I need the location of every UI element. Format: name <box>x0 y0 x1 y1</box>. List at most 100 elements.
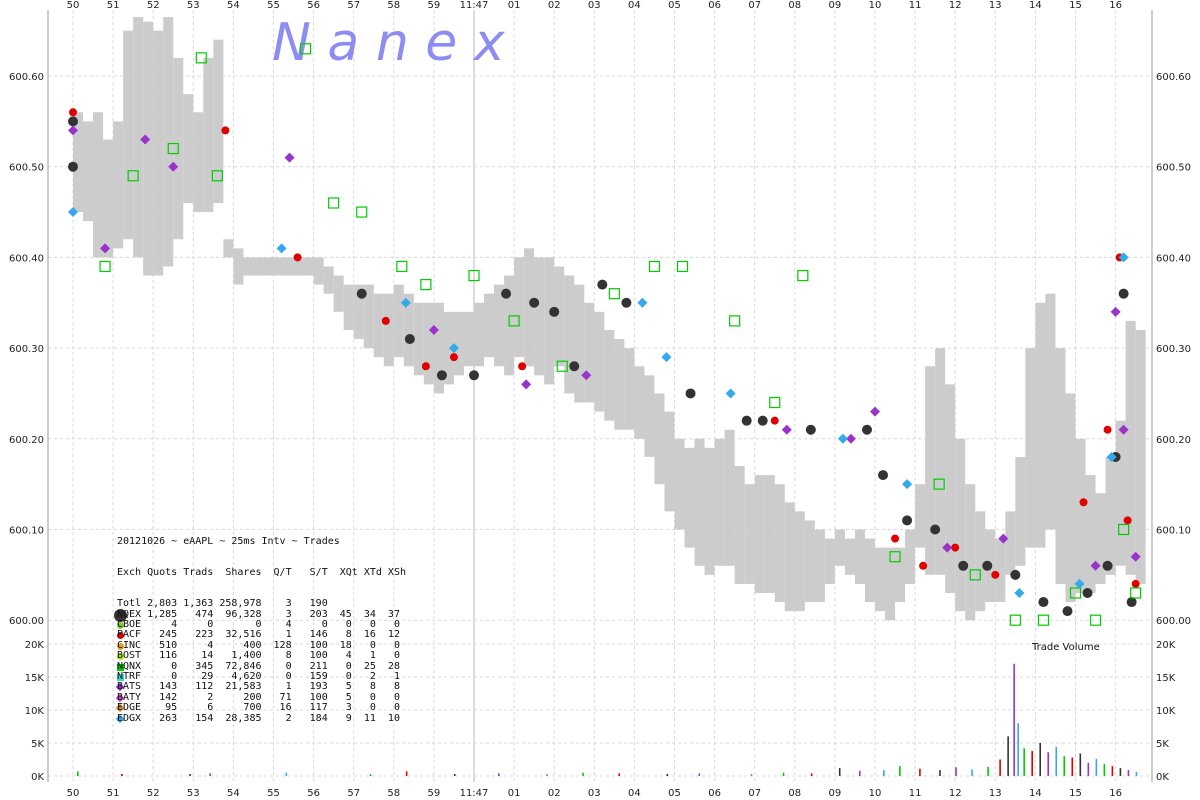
nbbo-band-segment <box>283 257 294 276</box>
volume-bar <box>498 773 500 776</box>
edgx-trade-marker <box>448 343 459 354</box>
x-tick-label-bottom: 11:47 <box>460 788 489 799</box>
nqnx-trade-marker <box>328 197 340 209</box>
volume-bar <box>698 773 701 776</box>
nqnx-trade-marker <box>167 142 179 155</box>
nbbo-band-segment <box>193 112 204 213</box>
volume-bar <box>1039 743 1042 776</box>
x-tick-label-bottom: 57 <box>347 788 360 799</box>
x-tick-label-bottom: 14 <box>1029 788 1042 799</box>
legend-swatch <box>117 663 124 671</box>
legend-row-text: BATY 142 2 200 71 100 5 0 0 <box>117 691 400 703</box>
bats-trade-marker <box>942 542 953 553</box>
legend-row: BOST 116 14 1,400 8 100 4 1 0 <box>117 650 400 661</box>
x-tick-label-bottom: 13 <box>989 788 1002 799</box>
x-tick-label-bottom: 59 <box>428 788 441 799</box>
nbbo-band-segment <box>383 293 394 367</box>
nbbo-band-segment <box>664 411 675 512</box>
bats-trade-marker <box>1118 424 1129 435</box>
nbbo-band-segment <box>955 438 966 612</box>
x-tick-label-top: 06 <box>708 0 721 11</box>
legend-row-text: BATS 143 112 21,583 1 193 5 8 8 <box>117 681 400 693</box>
pacf-trade-marker <box>1079 498 1088 507</box>
nbbo-band-segment <box>684 447 695 548</box>
nqex-trade-marker <box>1102 560 1113 571</box>
x-tick-label-top: 56 <box>307 0 320 11</box>
nqex-trade-marker <box>861 424 872 435</box>
nbbo-band-segment <box>183 94 194 203</box>
edgx-trade-marker <box>725 388 736 399</box>
nbbo-band-segment <box>1035 302 1046 548</box>
nbbo-band-segment <box>945 384 956 593</box>
legend-row: BATS 143 112 21,583 1 193 5 8 8 <box>115 681 400 692</box>
pacf-trade-marker <box>891 534 900 543</box>
nbbo-band-segment <box>213 39 224 203</box>
x-tick-label-bottom: 58 <box>387 788 400 799</box>
trade-volume-title: Trade Volume <box>1032 642 1100 653</box>
nbbo-band-segment <box>223 239 234 258</box>
volume-bar <box>1127 770 1130 776</box>
edgx-trade-marker <box>1106 451 1117 462</box>
nqex-trade-marker <box>1126 597 1137 608</box>
nqex-trade-marker <box>878 470 889 481</box>
volume-bar <box>1135 772 1138 776</box>
volume-bar <box>750 774 753 776</box>
nbbo-band-segment <box>905 529 916 584</box>
nqex-trade-marker <box>1062 606 1073 617</box>
legend-row-text: BOST 116 14 1,400 8 100 4 1 0 <box>117 650 400 662</box>
y-tick-label-right: 600.20 <box>1156 435 1191 446</box>
legend-swatch <box>117 653 124 661</box>
nqnx-trade-marker <box>676 260 689 273</box>
pacf-trade-marker <box>69 108 77 117</box>
volume-bar <box>987 766 989 776</box>
y-tick-label-right: 600.50 <box>1156 163 1191 174</box>
nbbo-band-segment <box>433 302 444 394</box>
volume-bar <box>189 774 191 776</box>
x-tick-label-top: 50 <box>67 0 80 11</box>
nbbo-band-segment <box>754 475 765 593</box>
x-tick-label-bottom: 06 <box>708 788 721 799</box>
bats-trade-marker <box>68 125 78 136</box>
bats-trade-marker <box>1130 551 1141 562</box>
x-tick-label-bottom: 09 <box>829 788 842 799</box>
nbbo-band-segment <box>1055 348 1066 584</box>
nbbo-band-segment <box>885 547 896 621</box>
nqex-trade-marker <box>621 297 632 308</box>
x-tick-label-top: 57 <box>347 0 360 11</box>
volume-bar <box>1013 663 1015 776</box>
bats-trade-marker <box>870 406 880 417</box>
nbbo-band-segment <box>844 538 855 575</box>
nqex-trade-marker <box>68 161 78 172</box>
nqex-trade-marker <box>1118 288 1129 299</box>
volume-tick-label-right: 20K <box>1156 640 1176 651</box>
nbbo-band-segment <box>1085 475 1096 593</box>
nbbo-band-segment <box>704 447 715 575</box>
legend-title: 20121026 ~ eAAPL ~ 25ms Intv ~ Trades <box>117 535 340 547</box>
edgx-trade-marker <box>68 207 78 218</box>
nbbo-band-segment <box>293 257 304 276</box>
pacf-trade-marker <box>1123 516 1132 525</box>
nqnx-trade-marker <box>127 170 139 182</box>
volume-bar <box>405 771 408 776</box>
legend-swatch <box>114 608 127 622</box>
nbbo-band-segment <box>674 438 685 530</box>
x-tick-label-bottom: 54 <box>227 788 240 799</box>
nbbo-band-segment <box>1135 329 1146 584</box>
nqex-trade-marker <box>501 288 512 299</box>
bats-trade-marker <box>521 379 532 390</box>
volume-bar <box>858 770 861 776</box>
volume-bar <box>77 771 79 776</box>
legend-row-text: PACF 245 223 32,516 1 146 8 16 12 <box>117 629 400 641</box>
nqnx-trade-marker <box>1089 614 1102 626</box>
nbbo-band-segment <box>393 284 404 358</box>
volume-bar <box>1071 757 1074 776</box>
x-tick-label-top: 03 <box>588 0 601 11</box>
x-tick-label-top: 52 <box>147 0 160 11</box>
nbbo-band-segment <box>875 547 886 612</box>
nqex-trade-marker <box>805 424 816 435</box>
nbbo-band-segment <box>463 311 474 367</box>
nqnx-trade-marker <box>356 206 368 218</box>
nbbo-band-segment <box>153 30 164 276</box>
nqnx-trade-marker <box>1130 587 1142 599</box>
y-tick-label-left: 600.00 <box>9 616 44 627</box>
